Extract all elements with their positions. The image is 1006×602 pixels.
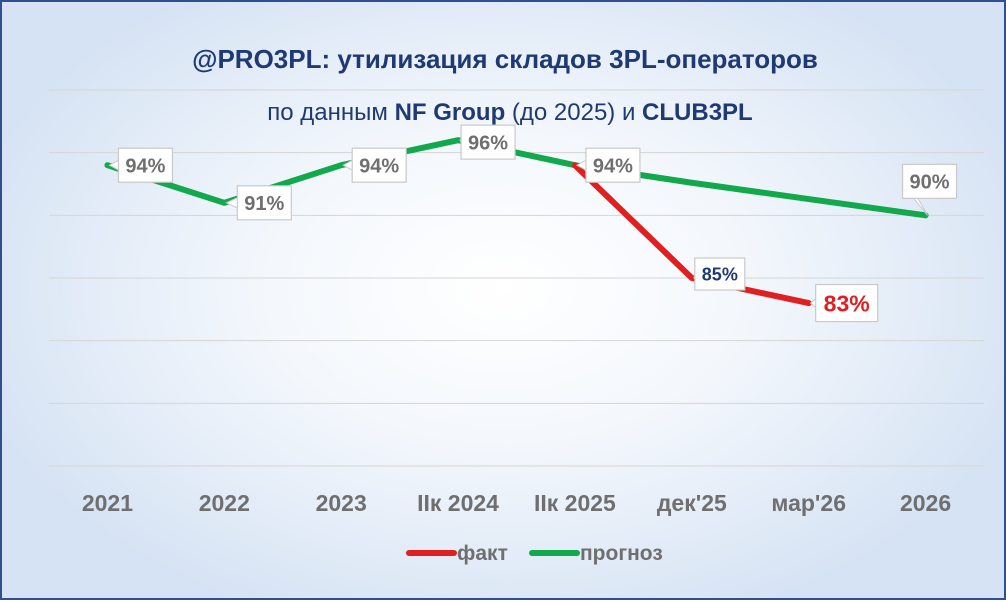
data-label-text: 91% [244, 193, 284, 215]
data-label: 91% [225, 185, 292, 221]
data-label-text: 94% [125, 155, 165, 177]
x-tick-label: 2022 [199, 490, 250, 516]
legend-item: факт [406, 542, 508, 565]
data-label-box [236, 185, 292, 221]
data-label: 90% [901, 163, 958, 216]
x-tick-label: 2021 [82, 490, 133, 516]
x-tick-label: IIк 2024 [417, 490, 499, 516]
data-label: 96% [459, 124, 516, 160]
data-label-box [351, 147, 407, 183]
title-middle: (до 2025) и [505, 99, 642, 126]
legend-label: прогноз [580, 542, 663, 565]
data-label-box [117, 147, 174, 183]
x-tick-label: мар'26 [771, 490, 846, 516]
title-source-nf-group: NF Group [395, 99, 506, 126]
data-label-text: 94% [359, 155, 399, 177]
data-labels: 94% 91% 94% 96% 94% 85% 83% 90% [108, 124, 958, 323]
title-source-club3pl: CLUB3PL [642, 99, 753, 126]
data-label-text: 94% [593, 155, 633, 177]
data-label-text: 96% [468, 132, 508, 154]
x-axis-tick-labels: 2021 2022 2023 IIк 2024 IIк 2025 дек'25 мар'26… [82, 490, 951, 516]
x-tick-label: 2026 [900, 490, 951, 516]
data-label: 94% [575, 147, 641, 183]
data-label-box [460, 124, 516, 160]
series-lines [104, 137, 929, 307]
data-label-box [815, 283, 879, 323]
series-line-fact [571, 162, 812, 307]
data-label-text: 83% [824, 290, 870, 316]
legend-item: прогноз [529, 542, 663, 565]
title-brand: @PRO3PL: [192, 44, 330, 74]
x-tick-label: IIк 2025 [534, 490, 616, 516]
data-label: 94% [342, 147, 407, 183]
data-label-box [585, 147, 641, 183]
data-label: 85% [693, 257, 746, 291]
x-tick-label: дек'25 [657, 490, 727, 516]
legend: факт прогноз [406, 542, 663, 565]
gridlines [49, 89, 984, 467]
legend-label: факт [457, 542, 508, 565]
data-label: 83% [809, 283, 879, 323]
chart-title-line2: по данным NF Group (до 2025) и CLUB3PL [267, 99, 752, 126]
data-label-text: 85% [702, 264, 738, 284]
title-prefix: по данным [267, 99, 394, 126]
title-rest: утилизация складов 3PL-операторов [330, 44, 818, 74]
data-label-box [901, 163, 958, 199]
chart-title-line1: @PRO3PL: утилизация складов 3PL-оператор… [192, 44, 818, 74]
data-label: 94% [108, 147, 174, 183]
x-tick-label: 2023 [316, 490, 367, 516]
data-label-text: 90% [910, 172, 950, 194]
data-label-box [694, 257, 746, 291]
